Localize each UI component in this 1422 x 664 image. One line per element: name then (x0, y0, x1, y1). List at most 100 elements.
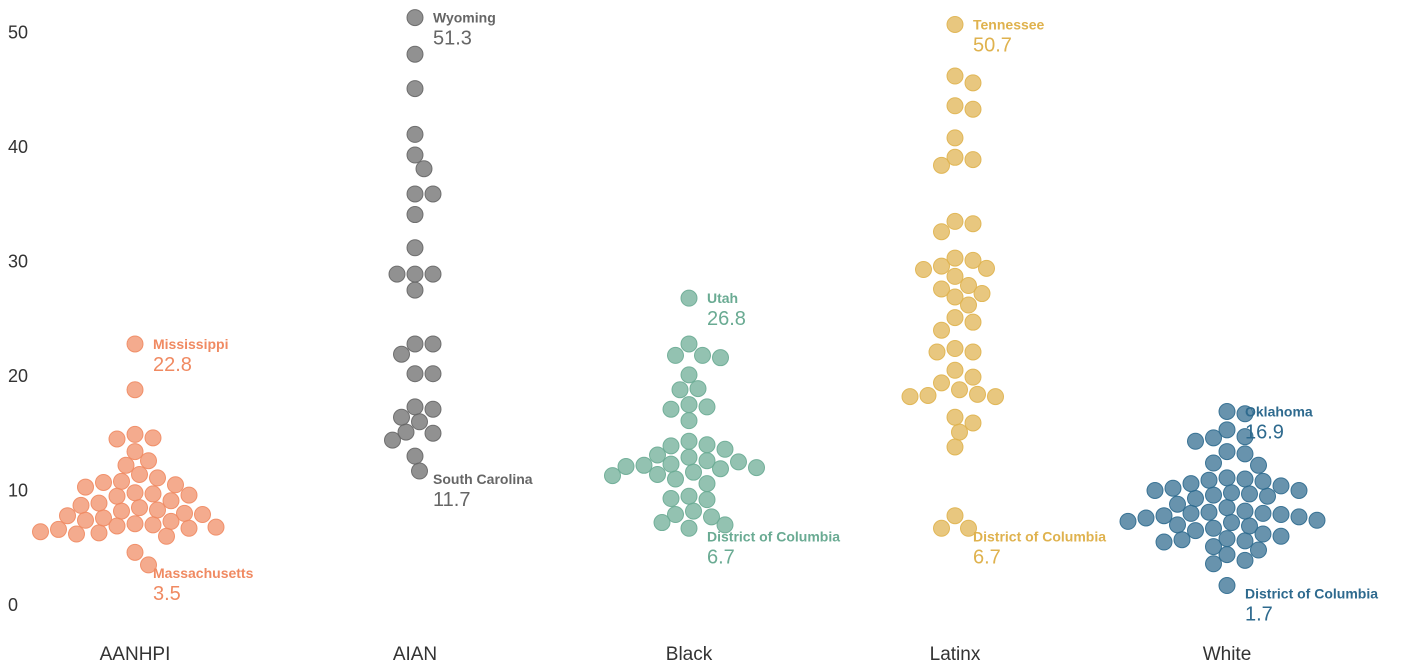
data-point-latinx (933, 321, 950, 339)
data-point-aanhpi (131, 465, 148, 483)
data-point-white (1254, 504, 1272, 522)
data-point-aanhpi (68, 525, 85, 543)
data-point-aian (424, 400, 442, 418)
data-point-white (1236, 445, 1254, 463)
data-point-aian (406, 45, 424, 63)
data-point-black (680, 412, 698, 430)
data-point-white (1205, 486, 1222, 504)
data-point-white (1218, 443, 1236, 461)
data-point-black (712, 349, 729, 367)
data-point-aian (397, 423, 415, 441)
data-point-black (653, 514, 671, 532)
data-point-latinx (901, 388, 919, 406)
data-point-aian (406, 447, 424, 465)
data-point-black (662, 400, 680, 418)
data-point-aian (406, 125, 424, 143)
y-tick-label: 40 (8, 137, 28, 157)
x-category-label: AANHPI (100, 644, 171, 664)
data-point-latinx (978, 259, 995, 277)
data-point-latinx (933, 257, 950, 275)
annotation-value: 26.8 (707, 308, 746, 330)
annotation-name: District of Columbia (707, 528, 840, 544)
data-point-latinx (960, 277, 977, 295)
data-point-aanhpi (180, 519, 198, 537)
data-point-white (1272, 477, 1290, 495)
data-point-latinx (969, 385, 986, 403)
data-point-black (698, 436, 716, 454)
data-point-white (1164, 479, 1182, 497)
data-point-aanhpi (126, 484, 144, 502)
data-point-latinx (946, 129, 964, 147)
data-point-aanhpi (126, 515, 144, 533)
data-point-aian (393, 345, 410, 363)
data-point-latinx (933, 280, 950, 298)
data-point-latinx (946, 288, 964, 306)
data-point-white (1218, 402, 1236, 420)
data-point-white (1173, 531, 1191, 549)
annotation-value: 16.9 (1245, 421, 1284, 443)
data-point-white (1205, 538, 1222, 556)
data-point-white (1236, 405, 1254, 423)
data-point-aanhpi (126, 543, 144, 561)
x-category-label: AIAN (393, 644, 437, 664)
data-point-aanhpi (158, 527, 175, 545)
data-point-white (1169, 495, 1186, 513)
data-point-latinx (919, 386, 937, 404)
data-point-black (712, 460, 729, 478)
data-point-aanhpi (149, 469, 166, 487)
data-point-latinx (946, 97, 964, 115)
annotation-value: 6.7 (973, 546, 1001, 568)
data-point-black (680, 487, 698, 505)
data-point-aanhpi (131, 499, 148, 517)
data-point-latinx (946, 212, 964, 230)
data-point-white (1241, 485, 1258, 503)
data-point-aanhpi (90, 494, 108, 512)
data-point-aian (384, 431, 401, 449)
data-point-aanhpi (162, 512, 180, 530)
annotation-name: Tennessee (973, 16, 1045, 32)
data-point-white (1187, 522, 1204, 540)
data-point-white (1259, 487, 1276, 505)
data-point-white (1250, 541, 1267, 559)
data-point-aian (415, 160, 433, 178)
data-point-latinx (987, 388, 1004, 406)
data-point-latinx (946, 340, 964, 358)
data-point-latinx (946, 438, 964, 456)
data-point-white (1308, 511, 1326, 529)
data-point-aian (424, 365, 442, 383)
data-point-black (685, 502, 702, 520)
y-tick-label: 10 (8, 481, 28, 501)
data-point-latinx (960, 296, 977, 314)
data-point-black (649, 465, 666, 483)
data-point-aanhpi (140, 452, 157, 470)
data-point-white (1272, 506, 1290, 524)
data-point-white (1254, 472, 1272, 490)
data-point-latinx (960, 519, 977, 537)
data-point-aian (406, 398, 424, 416)
data-point-black (671, 381, 689, 399)
data-point-latinx (933, 519, 950, 537)
data-point-black (662, 490, 680, 508)
data-point-aanhpi (50, 520, 67, 538)
data-point-white (1187, 432, 1204, 450)
data-point-aian (406, 365, 424, 383)
data-point-aian (393, 408, 410, 426)
y-tick-label: 0 (8, 595, 18, 615)
data-point-aanhpi (108, 517, 126, 535)
data-point-white (1182, 504, 1200, 522)
annotation-value: 22.8 (153, 354, 192, 376)
data-point-white (1223, 514, 1240, 532)
data-point-black (635, 456, 653, 474)
data-point-white (1187, 490, 1204, 508)
data-point-black (649, 446, 666, 464)
annotation-name: District of Columbia (973, 528, 1106, 544)
data-point-white (1236, 502, 1254, 520)
annotation-value: 50.7 (973, 34, 1012, 56)
data-point-aanhpi (194, 506, 211, 524)
data-point-black (698, 475, 716, 493)
data-point-aanhpi (59, 507, 76, 525)
data-point-black (680, 396, 698, 414)
x-category-label: Latinx (930, 644, 981, 664)
data-point-aanhpi (113, 502, 130, 520)
data-point-latinx (933, 156, 950, 174)
